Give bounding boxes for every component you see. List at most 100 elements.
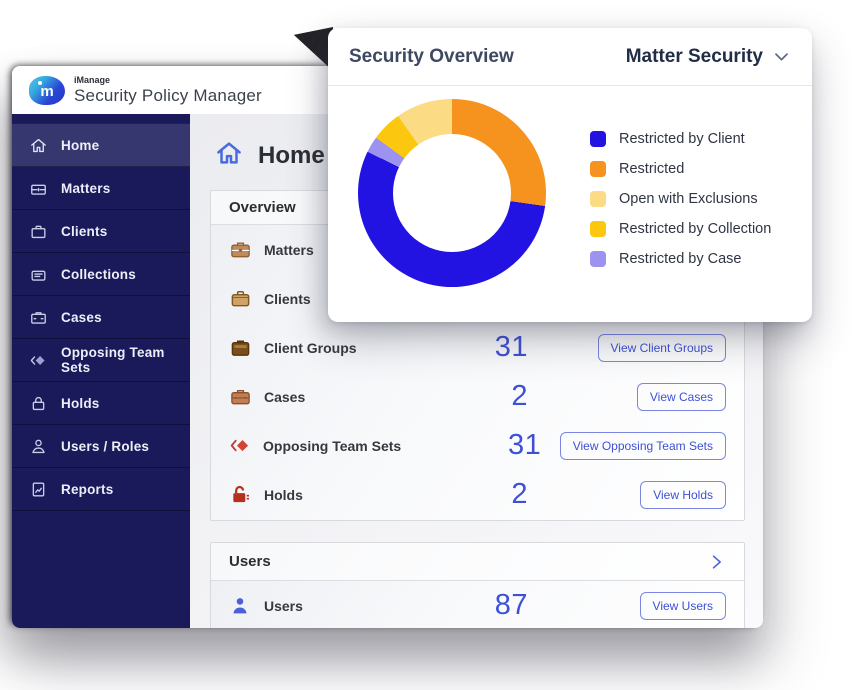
imanage-logo-icon: m bbox=[29, 75, 65, 105]
clients-icon bbox=[29, 222, 48, 241]
table-row: Users 87 View Users bbox=[211, 581, 744, 628]
brand-name: iManage bbox=[74, 75, 111, 85]
sidebar-item-collections[interactable]: Collections bbox=[12, 253, 190, 296]
sidebar-item-label: Holds bbox=[61, 395, 100, 411]
legend-label: Restricted by Collection bbox=[619, 221, 772, 237]
chevron-right-icon[interactable] bbox=[706, 552, 726, 572]
table-row: Matters bbox=[211, 225, 744, 274]
clientgroups-icon bbox=[229, 336, 253, 360]
sidebar-item-clients[interactable]: Clients bbox=[12, 210, 190, 253]
sidebar-item-label: Reports bbox=[61, 481, 114, 497]
brand-block: iManage Security Policy Manager bbox=[74, 75, 262, 105]
sidebar-item-opposing-team-sets[interactable]: Opposing Team Sets bbox=[12, 339, 190, 382]
row-label: Opposing Team Sets bbox=[263, 437, 402, 454]
row-label: Holds bbox=[264, 486, 303, 503]
sidebar-item-reports[interactable]: Reports bbox=[12, 468, 190, 511]
legend-label: Restricted by Case bbox=[619, 251, 742, 267]
matters-icon bbox=[229, 238, 253, 262]
row-label: Cases bbox=[264, 388, 306, 405]
row-label: Client Groups bbox=[264, 339, 357, 356]
userblue-icon bbox=[229, 594, 253, 618]
security-donut-chart bbox=[358, 99, 546, 287]
sidebar-item-label: Cases bbox=[61, 309, 102, 325]
security-overview-card: Security Overview Matter Security Restri… bbox=[328, 28, 812, 322]
collections-icon bbox=[29, 265, 48, 284]
table-row: Cases 2 View Cases bbox=[211, 372, 744, 421]
legend-item: Open with Exclusions bbox=[590, 184, 771, 214]
app-title: Security Policy Manager bbox=[74, 86, 262, 105]
sidebar: Home Matters Clients Collections Cases O… bbox=[12, 114, 190, 628]
view-holds-button[interactable]: View Holds bbox=[640, 480, 726, 509]
sidebar-item-cases[interactable]: Cases bbox=[12, 296, 190, 339]
legend-label: Restricted bbox=[619, 161, 685, 177]
sidebar-item-label: Home bbox=[61, 137, 100, 153]
legend-item: Restricted by Case bbox=[590, 244, 771, 274]
legend-swatch bbox=[590, 221, 606, 237]
row-label: Matters bbox=[264, 241, 314, 258]
holds-icon bbox=[29, 394, 48, 413]
users-icon bbox=[29, 437, 48, 456]
view-opposing-team-sets-button[interactable]: View Opposing Team Sets bbox=[559, 431, 726, 460]
row-count: 31 bbox=[507, 429, 542, 461]
sidebar-item-label: Clients bbox=[61, 223, 108, 239]
sidebar-item-holds[interactable]: Holds bbox=[12, 382, 190, 425]
page-title: Home bbox=[258, 141, 325, 169]
chart-legend: Restricted by Client Restricted Open wit… bbox=[590, 124, 771, 274]
users-card-title: Users bbox=[229, 553, 271, 570]
page-title-row: Home bbox=[214, 138, 763, 173]
reports-icon bbox=[29, 480, 48, 499]
row-count: 31 bbox=[494, 331, 528, 363]
chevron-down-icon bbox=[775, 53, 788, 61]
home-icon bbox=[29, 136, 48, 155]
table-row: Client Groups 31 View Client Groups bbox=[211, 323, 744, 372]
matter-security-dropdown[interactable]: Matter Security bbox=[626, 46, 791, 68]
logo-dot bbox=[38, 80, 42, 85]
users-card-header: Users bbox=[211, 543, 744, 581]
security-overview-title: Security Overview bbox=[349, 45, 514, 67]
legend-swatch bbox=[590, 191, 606, 207]
sidebar-item-home[interactable]: Home bbox=[12, 123, 190, 167]
row-count: 2 bbox=[511, 380, 528, 412]
cases-icon bbox=[29, 308, 48, 327]
table-row: Holds 2 View Holds bbox=[211, 470, 744, 519]
legend-swatch bbox=[590, 161, 606, 177]
holds-icon bbox=[229, 483, 253, 507]
legend-swatch bbox=[590, 251, 606, 267]
overview-card-title: Overview bbox=[229, 199, 296, 216]
row-count: 2 bbox=[511, 478, 528, 510]
sidebar-item-label: Collections bbox=[61, 266, 136, 282]
sidebar-item-label: Users / Roles bbox=[61, 438, 150, 454]
table-row: Opposing Team Sets 31 View Opposing Team… bbox=[211, 421, 744, 470]
card-shadow-wedge bbox=[293, 27, 333, 71]
table-row: Clients bbox=[211, 274, 744, 323]
sidebar-item-users-roles[interactable]: Users / Roles bbox=[12, 425, 190, 468]
legend-label: Open with Exclusions bbox=[619, 191, 758, 207]
legend-item: Restricted by Client bbox=[590, 124, 771, 154]
users-card: Users Users 87 View Users bbox=[210, 542, 745, 628]
legend-swatch bbox=[590, 131, 606, 147]
security-overview-body: Restricted by Client Restricted Open wit… bbox=[328, 86, 812, 322]
security-overview-header: Security Overview Matter Security bbox=[328, 28, 812, 86]
row-label: Users bbox=[264, 597, 303, 614]
view-client-groups-button[interactable]: View Client Groups bbox=[597, 333, 726, 362]
home-icon bbox=[214, 138, 244, 173]
sidebar-item-matters[interactable]: Matters bbox=[12, 167, 190, 210]
legend-item: Restricted bbox=[590, 154, 771, 184]
sidebar-item-label: Opposing Team Sets bbox=[61, 345, 165, 375]
cases-icon bbox=[229, 385, 253, 409]
opposing-icon bbox=[29, 351, 48, 370]
view-cases-button[interactable]: View Cases bbox=[636, 382, 726, 411]
view-users-button[interactable]: View Users bbox=[639, 591, 726, 620]
donut-hole bbox=[393, 134, 511, 252]
legend-label: Restricted by Client bbox=[619, 131, 745, 147]
sidebar-item-label: Matters bbox=[61, 180, 111, 196]
row-label: Clients bbox=[264, 290, 311, 307]
dropdown-selected-value: Matter Security bbox=[625, 45, 763, 67]
matters-icon bbox=[29, 179, 48, 198]
opposing-icon bbox=[229, 434, 252, 458]
logo-letter: m bbox=[40, 82, 54, 100]
legend-item: Restricted by Collection bbox=[590, 214, 771, 244]
row-count: 87 bbox=[494, 589, 528, 621]
clients-icon bbox=[229, 287, 253, 311]
